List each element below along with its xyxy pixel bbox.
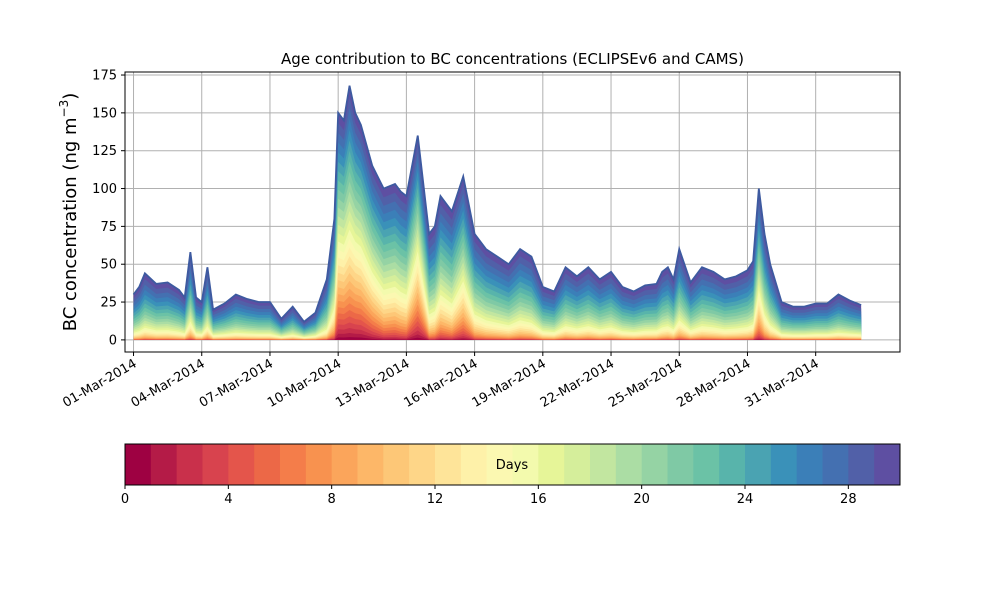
- colorbar-tick-label: 4: [224, 492, 232, 507]
- colorbar-segment: [150, 444, 178, 485]
- colorbar-tick-label: 28: [840, 492, 857, 507]
- total-concentration-line: [132, 85, 862, 324]
- x-tick-label: 16-Mar-2014: [401, 356, 480, 410]
- y-axis-label-exponent: −3: [57, 100, 71, 118]
- colorbar: [125, 444, 901, 485]
- y-tick-label: 75: [100, 220, 117, 235]
- colorbar-segment: [719, 444, 746, 485]
- x-axis: 01-Mar-201404-Mar-201407-Mar-201410-Mar-…: [60, 352, 822, 411]
- y-tick-label: 100: [92, 182, 117, 197]
- y-tick-label: 25: [100, 296, 117, 311]
- plot-frame: [124, 71, 901, 353]
- y-tick-label: 175: [92, 69, 117, 84]
- colorbar-segment: [693, 444, 720, 485]
- colorbar-segment: [667, 444, 694, 485]
- colorbar-label: Days: [496, 458, 529, 473]
- colorbar-segment: [254, 444, 281, 485]
- colorbar-segment: [460, 444, 488, 485]
- colorbar-tick-label: 0: [121, 492, 129, 507]
- colorbar-segment: [796, 444, 823, 485]
- colorbar-segment: [331, 444, 358, 485]
- x-tick-label: 28-Mar-2014: [674, 356, 753, 410]
- colorbar-segment: [176, 444, 203, 485]
- y-axis-label-main: BC concentration (ng m: [60, 117, 81, 331]
- age-bands: [133, 85, 862, 340]
- colorbar-tick-label: 8: [328, 492, 336, 507]
- plot-area: [124, 71, 901, 353]
- colorbar-segment: [615, 444, 643, 485]
- x-tick-label: 10-Mar-2014: [265, 356, 344, 410]
- colorbar-segment: [486, 444, 513, 485]
- x-tick-label: 04-Mar-2014: [129, 356, 208, 410]
- age-band-22: [133, 161, 862, 340]
- colorbar-segment: [538, 444, 565, 485]
- colorbar-segment: [202, 444, 229, 485]
- x-tick-label: 07-Mar-2014: [197, 356, 276, 410]
- y-tick-label: 125: [92, 144, 117, 159]
- colorbar-tick-label: 24: [737, 492, 754, 507]
- y-axis-label-close: ): [60, 93, 81, 100]
- chart-title: Age contribution to BC concentrations (E…: [281, 50, 744, 68]
- colorbar-segment: [641, 444, 668, 485]
- colorbar-ticks: 0 4 8 12 16 20 24 28: [121, 485, 857, 507]
- colorbar-segment: [590, 444, 617, 485]
- x-tick-label: 19-Mar-2014: [470, 356, 549, 410]
- y-axis-label: BC concentration (ng m−3): [57, 93, 81, 332]
- age-band-15: [133, 229, 862, 340]
- age-band-14: [133, 238, 862, 340]
- colorbar-segment: [383, 444, 410, 485]
- colorbar-segment: [512, 444, 539, 485]
- x-tick-label: 22-Mar-2014: [538, 356, 617, 410]
- y-tick-label: 50: [100, 258, 117, 273]
- colorbar-segment: [435, 444, 462, 485]
- colorbar-segment: [280, 444, 307, 485]
- colorbar-segment: [770, 444, 798, 485]
- y-tick-label: 0: [109, 333, 117, 348]
- colorbar-segment: [409, 444, 436, 485]
- colorbar-frame: [124, 443, 901, 486]
- y-axis: 0 25 50 75 100 125 150 175: [92, 69, 125, 348]
- x-tick-label: 31-Mar-2014: [743, 356, 822, 410]
- colorbar-segment: [822, 444, 849, 485]
- x-tick-label: 25-Mar-2014: [606, 356, 685, 410]
- colorbar-segment: [228, 444, 255, 485]
- colorbar-tick-label: 16: [530, 492, 547, 507]
- x-tick-label: 01-Mar-2014: [60, 356, 139, 410]
- age-band-21: [133, 171, 862, 340]
- y-tick-label: 150: [92, 106, 117, 121]
- colorbar-segment: [848, 444, 875, 485]
- colorbar-segment: [745, 444, 772, 485]
- colorbar-segment: [125, 444, 152, 485]
- colorbar-tick-label: 12: [427, 492, 444, 507]
- colorbar-segment: [357, 444, 384, 485]
- colorbar-segment: [874, 444, 901, 485]
- colorbar-tick-label: 20: [633, 492, 650, 507]
- colorbar-segment: [305, 444, 333, 485]
- colorbar-segment: [564, 444, 591, 485]
- x-tick-label: 13-Mar-2014: [333, 356, 412, 410]
